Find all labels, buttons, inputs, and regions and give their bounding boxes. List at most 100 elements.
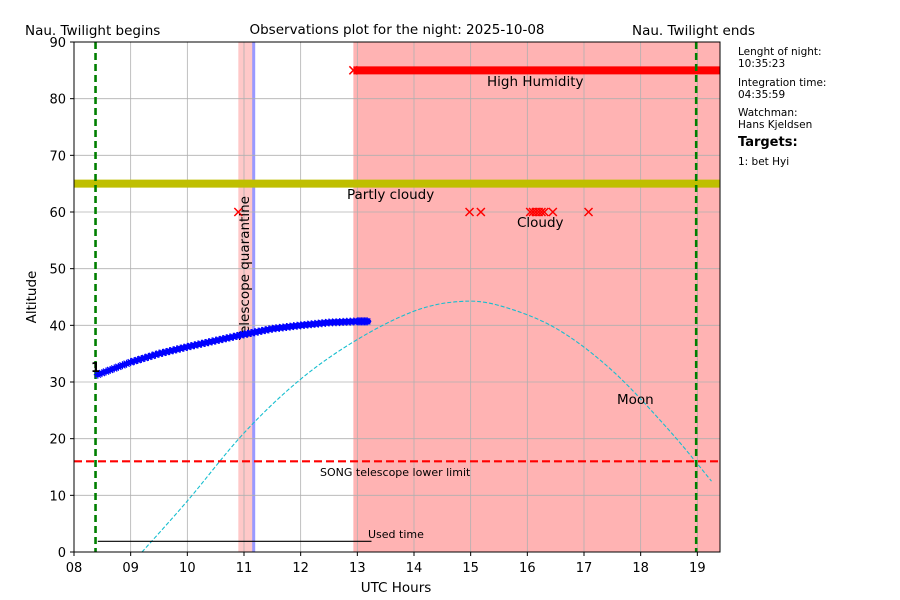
cloudy-marker <box>539 207 549 217</box>
target-point <box>179 343 188 352</box>
humidity-marker <box>348 65 358 75</box>
target-point <box>232 331 241 340</box>
integration-label: Integration time: <box>738 77 827 89</box>
x-tick-label: 13 <box>349 561 366 576</box>
target-point <box>218 335 227 344</box>
x-tick-label: 08 <box>66 561 83 576</box>
watchman-value: Hans Kjeldsen <box>738 119 813 131</box>
target-point <box>144 352 153 361</box>
target-point <box>176 344 185 353</box>
x-tick-label: 19 <box>689 561 706 576</box>
x-axis-label: UTC Hours <box>361 580 432 596</box>
target-point <box>114 362 123 371</box>
target-point <box>225 333 234 342</box>
target-point <box>215 335 224 344</box>
weather-region <box>353 42 720 552</box>
target-track <box>95 318 372 378</box>
target-point <box>137 354 146 363</box>
target-point <box>169 346 178 355</box>
y-tick-label: 70 <box>49 149 66 164</box>
target-point <box>204 338 213 347</box>
target-point <box>118 361 127 370</box>
x-tick-label: 16 <box>519 561 536 576</box>
target-point <box>243 329 252 338</box>
target-point <box>93 370 102 379</box>
cloudy-marker <box>476 207 486 217</box>
target-point <box>183 342 192 351</box>
target-point <box>240 330 248 339</box>
target-point <box>222 334 231 343</box>
target-point <box>165 347 174 356</box>
target-point <box>197 339 206 348</box>
x-tick-label: 09 <box>122 561 139 576</box>
y-tick-label: 80 <box>49 93 66 108</box>
target-point <box>122 359 131 368</box>
target-point <box>106 365 115 374</box>
moon-curve <box>141 300 712 553</box>
target-point <box>130 357 139 366</box>
info-panel: Lenght of night: 10:35:23 <box>738 46 822 70</box>
target-point <box>229 332 238 341</box>
cloud-band-label: Partly cloudy <box>347 187 434 203</box>
target-point <box>201 338 210 347</box>
cloudy-marker <box>536 207 547 217</box>
target-point <box>158 348 167 357</box>
humidity-label: High Humidity <box>487 74 584 90</box>
y-tick-label: 90 <box>49 36 66 51</box>
x-tick-label: 10 <box>179 561 196 576</box>
integration-value: 04:35:59 <box>738 89 786 101</box>
target-point <box>254 327 263 336</box>
target-point <box>264 325 273 334</box>
cloudy-marker <box>548 207 558 217</box>
watchman-label: Watchman: <box>738 107 798 119</box>
twilight-begins-label: Nau. Twilight begins <box>25 23 160 39</box>
target-point <box>162 347 171 356</box>
target-point <box>110 364 119 373</box>
quarantine-label: Telescope quarantine <box>237 196 253 341</box>
integration-panel: Integration time: 04:35:59 <box>738 77 826 101</box>
target-point <box>261 326 270 335</box>
y-tick-label: 50 <box>49 263 66 278</box>
target-number-label: 1 <box>91 361 100 376</box>
x-tick-label: 18 <box>632 561 649 576</box>
watchman-panel: Watchman: Hans Kjeldsen <box>738 107 812 131</box>
chart-title: Observations plot for the night: 2025-10… <box>249 22 544 38</box>
y-tick-label: 20 <box>49 433 66 448</box>
target-point <box>97 369 106 378</box>
y-tick-label: 0 <box>58 546 66 561</box>
targets-panel: Targets: 1: bet Hyi <box>738 135 798 168</box>
target-point <box>193 340 202 349</box>
y-axis-label: Altitude <box>24 271 40 324</box>
quarantine-band <box>238 42 255 552</box>
target-point <box>211 336 220 345</box>
cloudy-label: Cloudy <box>517 215 564 231</box>
x-tick-label: 14 <box>406 561 423 576</box>
y-tick-label: 40 <box>49 319 66 334</box>
x-tick-label: 17 <box>576 561 593 576</box>
target-point <box>151 350 160 359</box>
plot-frame <box>73 41 721 553</box>
target-point <box>247 328 256 337</box>
y-tick-label: 10 <box>49 489 66 504</box>
target-point <box>133 356 142 365</box>
target-item: 1: bet Hyi <box>738 156 790 168</box>
used-time-label: Used time <box>368 528 424 541</box>
night-length-value: 10:35:23 <box>738 58 786 70</box>
target-point <box>140 353 149 362</box>
targets-title: Targets: <box>738 135 798 150</box>
target-point <box>102 367 111 376</box>
y-tick-label: 60 <box>49 206 66 221</box>
target-point <box>172 345 181 354</box>
quarantine-edge <box>252 42 256 552</box>
lower-limit-label: SONG telescope lower limit <box>320 466 471 479</box>
target-point <box>126 358 135 367</box>
x-tick-label: 12 <box>292 561 309 576</box>
target-point <box>147 351 156 360</box>
target-point <box>257 326 266 335</box>
target-point <box>208 337 217 346</box>
night-length-label: Lenght of night: <box>738 46 822 58</box>
y-tick-label: 30 <box>49 376 66 391</box>
cloudy-marker <box>465 207 475 217</box>
twilight-ends-label: Nau. Twilight ends <box>632 23 755 39</box>
